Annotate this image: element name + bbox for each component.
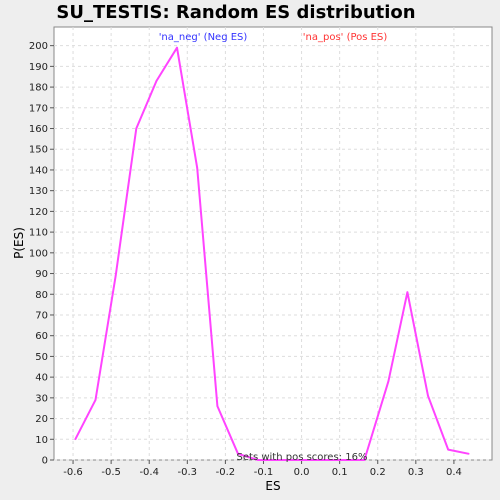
data-point: [387, 380, 390, 383]
data-point: [338, 459, 341, 461]
data-point: [135, 127, 138, 130]
x-tick-label: -0.5: [101, 467, 121, 478]
x-tick-label: 0.3: [408, 467, 424, 478]
x-axis-label: ES: [265, 479, 280, 493]
x-tick-label: 0.0: [294, 467, 310, 478]
y-axis-label: P(ES): [12, 227, 26, 259]
data-point: [318, 459, 320, 461]
y-tick-label: 20: [35, 414, 48, 425]
y-tick-label: 60: [35, 331, 48, 342]
x-tick-label: -0.3: [178, 467, 198, 478]
data-point: [94, 399, 97, 401]
y-tick-label: 120: [29, 207, 48, 218]
y-tick-label: 160: [29, 124, 48, 135]
x-tick-label: -0.1: [254, 467, 274, 478]
chart-title: SU_TESTIS: Random ES distribution: [56, 2, 415, 23]
x-tick-label: 0.4: [446, 467, 462, 478]
data-point: [427, 394, 429, 397]
data-point: [237, 452, 239, 455]
data-point: [196, 167, 199, 169]
y-tick-label: 190: [29, 62, 48, 73]
legend-neg-es: 'na_neg' (Neg ES): [159, 32, 248, 43]
y-tick-label: 100: [29, 248, 48, 259]
data-point: [114, 274, 117, 277]
y-tick-label: 10: [35, 435, 48, 446]
y-tick-label: 180: [29, 83, 48, 94]
y-tick-label: 70: [35, 310, 48, 321]
data-point: [363, 459, 366, 461]
y-tick-label: 150: [29, 145, 48, 156]
data-point: [406, 291, 409, 293]
y-tick-label: 50: [35, 352, 48, 363]
pos-scores-annotation: Sets with pos scores: 16%: [237, 452, 368, 463]
x-tick-label: 0.1: [332, 467, 348, 478]
y-tick-label: 80: [35, 290, 48, 301]
data-point: [277, 459, 280, 461]
y-tick-label: 110: [29, 228, 48, 239]
y-tick-label: 0: [42, 456, 48, 467]
legend-pos-es: 'na_pos' (Pos ES): [303, 32, 388, 43]
x-tick-label: -0.4: [139, 467, 159, 478]
y-tick-label: 140: [29, 165, 48, 176]
y-tick-label: 130: [29, 186, 48, 197]
y-tick-label: 30: [35, 393, 48, 404]
y-tick-label: 40: [35, 373, 48, 384]
data-point: [447, 448, 450, 451]
x-tick-label: 0.2: [370, 467, 386, 478]
y-tick-label: 200: [29, 41, 48, 52]
data-point: [257, 459, 259, 461]
y-tick-label: 170: [29, 103, 48, 114]
series-layer: [74, 46, 470, 461]
x-tick-label: -0.2: [216, 467, 236, 478]
data-point: [216, 405, 219, 407]
data-point: [176, 46, 178, 49]
data-point: [298, 459, 300, 461]
y-tick-label: 90: [35, 269, 48, 280]
axes: 0 10 20 30 40 50 60 70 80 90 100 110 120 130 140 150 160…: [29, 41, 462, 478]
data-point: [74, 438, 77, 441]
data-point: [467, 452, 470, 455]
grid: [54, 27, 492, 461]
plot-area: [53, 26, 493, 461]
data-point: [359, 459, 361, 461]
data-point: [155, 80, 158, 82]
x-tick-label: -0.6: [63, 467, 83, 478]
